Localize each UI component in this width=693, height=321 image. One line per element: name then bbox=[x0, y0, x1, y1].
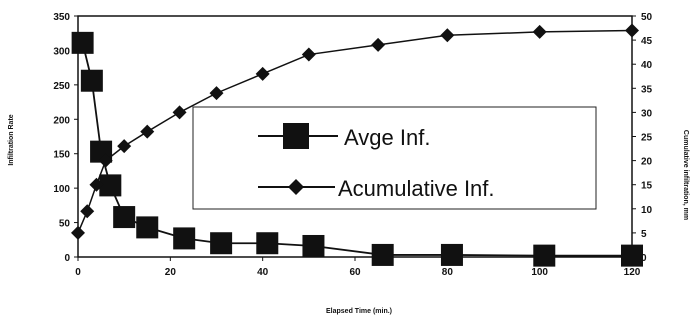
y-tick-label: 300 bbox=[53, 46, 70, 57]
data-point-square bbox=[371, 243, 394, 266]
x-tick-label: 0 bbox=[75, 267, 81, 278]
y-tick-label: 200 bbox=[53, 115, 70, 126]
x-tick-label: 80 bbox=[442, 267, 454, 278]
data-point-diamond bbox=[371, 37, 386, 52]
y2-tick-label: 25 bbox=[641, 133, 653, 144]
y-tick-label: 350 bbox=[53, 12, 70, 23]
data-point-diamond bbox=[71, 225, 85, 240]
legend-marker-diamond bbox=[288, 179, 304, 195]
legend-label-acumulative-inf: Acumulative Inf. bbox=[338, 176, 495, 201]
y-tick-label: 250 bbox=[53, 81, 70, 92]
y2-tick-label: 5 bbox=[641, 229, 647, 240]
data-point-diamond bbox=[140, 124, 155, 139]
data-point-diamond bbox=[440, 28, 455, 43]
data-point-square bbox=[621, 244, 643, 267]
legend-marker-square bbox=[283, 123, 309, 149]
legend-box bbox=[192, 106, 597, 210]
data-point-square bbox=[173, 227, 196, 250]
series-avge-inf bbox=[71, 31, 643, 267]
data-point-diamond bbox=[80, 204, 95, 219]
data-point-diamond bbox=[117, 139, 132, 154]
data-point-diamond bbox=[625, 23, 639, 38]
x-tick-label: 20 bbox=[165, 267, 177, 278]
data-point-square bbox=[99, 174, 122, 197]
data-point-square bbox=[136, 216, 159, 239]
y2-tick-label: 40 bbox=[641, 60, 653, 71]
data-point-diamond bbox=[89, 177, 104, 192]
series-acumulative-inf bbox=[71, 23, 639, 240]
x-tick-label: 100 bbox=[531, 267, 548, 278]
y2-axis-title: Cumulative infiltration, mm bbox=[682, 130, 689, 220]
data-point-square bbox=[80, 69, 103, 92]
y2-tick-label: 35 bbox=[641, 84, 653, 95]
data-point-square bbox=[210, 232, 233, 255]
y-tick-label: 150 bbox=[53, 150, 70, 161]
data-point-diamond bbox=[172, 105, 187, 120]
y-tick-label: 50 bbox=[59, 219, 71, 230]
x-axis-title: Elapsed Time (min.) bbox=[326, 308, 392, 315]
data-point-diamond bbox=[532, 24, 547, 39]
y2-tick-label: 30 bbox=[641, 108, 653, 119]
data-point-diamond bbox=[301, 47, 316, 62]
data-point-square bbox=[256, 232, 279, 255]
x-tick-label: 120 bbox=[624, 267, 641, 278]
y2-tick-label: 0 bbox=[641, 253, 647, 264]
data-point-square bbox=[71, 31, 94, 54]
y-tick-label: 100 bbox=[53, 184, 70, 195]
legend: Avge Inf. Acumulative Inf. bbox=[192, 106, 597, 210]
legend-label-avge-inf: Avge Inf. bbox=[344, 125, 430, 150]
data-point-diamond bbox=[98, 153, 113, 168]
y2-tick-label: 15 bbox=[641, 181, 653, 192]
data-point-diamond bbox=[209, 86, 224, 101]
y-axis-title: Infiltration Rate bbox=[8, 114, 15, 165]
x-tick-label: 40 bbox=[257, 267, 269, 278]
y2-tick-label: 45 bbox=[641, 36, 653, 47]
axes: 0 20 40 60 80 100 1200501001502002503003500510… bbox=[53, 12, 652, 278]
data-point-square bbox=[533, 244, 556, 267]
y2-tick-label: 50 bbox=[641, 12, 653, 23]
y2-tick-label: 20 bbox=[641, 157, 653, 168]
data-point-square bbox=[440, 243, 463, 266]
x-tick-label: 60 bbox=[349, 267, 361, 278]
data-point-square bbox=[302, 234, 325, 257]
y2-tick-label: 10 bbox=[641, 205, 653, 216]
y-tick-label: 0 bbox=[64, 253, 70, 264]
data-point-diamond bbox=[255, 66, 270, 81]
data-point-square bbox=[113, 206, 136, 229]
